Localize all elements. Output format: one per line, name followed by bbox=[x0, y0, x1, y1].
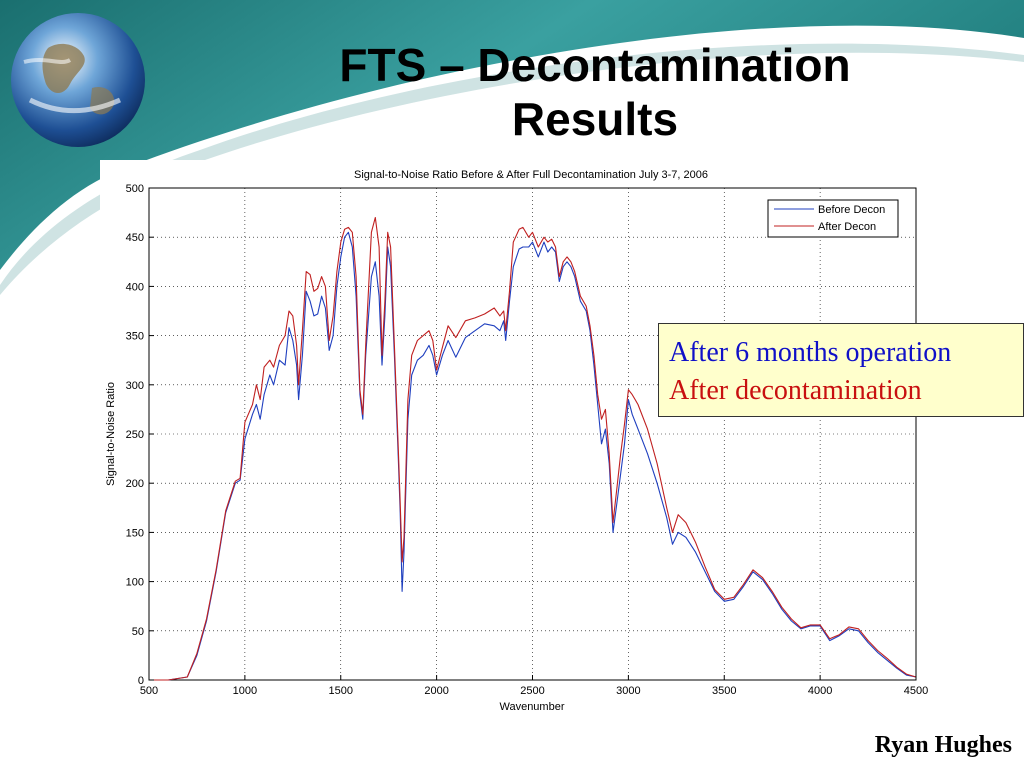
annotation-callout: After 6 months operation After decontami… bbox=[658, 323, 1024, 417]
y-tick-label: 500 bbox=[126, 183, 144, 195]
x-tick-label: 1000 bbox=[233, 685, 257, 697]
series-after-decon-line bbox=[149, 216, 917, 681]
snr-line-chart: Signal-to-Noise Ratio Before & After Ful… bbox=[100, 160, 930, 720]
x-axis-label: Wavenumber bbox=[499, 701, 564, 713]
y-tick-label: 100 bbox=[126, 577, 144, 589]
x-tick-label: 2000 bbox=[424, 685, 448, 697]
x-tick-label: 4500 bbox=[904, 685, 928, 697]
chart-background bbox=[100, 160, 930, 720]
series-layer bbox=[149, 216, 917, 681]
callout-line-after: After decontamination bbox=[669, 375, 922, 406]
legend-label-after: After Decon bbox=[818, 221, 876, 233]
x-tick-label: 3000 bbox=[616, 685, 640, 697]
y-tick-label: 350 bbox=[126, 331, 144, 343]
slide-title-line2: Results bbox=[511, 93, 679, 145]
y-tick-label: 400 bbox=[126, 281, 144, 293]
series-before-decon-line bbox=[149, 231, 917, 681]
y-tick-label: 300 bbox=[126, 380, 144, 392]
y-tick-label: 200 bbox=[126, 478, 144, 490]
x-tick-label: 500 bbox=[140, 685, 158, 697]
x-tick-label: 3500 bbox=[712, 685, 736, 697]
y-tick-label: 250 bbox=[126, 429, 144, 441]
y-tick-label: 450 bbox=[126, 232, 144, 244]
y-tick-label: 50 bbox=[132, 626, 144, 638]
x-tick-label: 4000 bbox=[808, 685, 832, 697]
author-name: Ryan Hughes bbox=[874, 732, 1012, 758]
legend-label-before: Before Decon bbox=[818, 204, 885, 216]
y-tick-label: 0 bbox=[138, 675, 144, 687]
earth-globe-icon bbox=[11, 13, 145, 147]
x-tick-label: 2500 bbox=[520, 685, 544, 697]
slide-title-line1: FTS – Decontamination bbox=[339, 39, 851, 91]
chart-title: Signal-to-Noise Ratio Before & After Ful… bbox=[354, 169, 708, 181]
legend-box bbox=[767, 199, 899, 238]
slide-title: FTS – Decontamination Results bbox=[200, 38, 990, 146]
y-tick-label: 150 bbox=[126, 527, 144, 539]
teal-swoosh bbox=[0, 0, 1024, 270]
x-tick-label: 1500 bbox=[329, 685, 353, 697]
callout-line-before: After 6 months operation bbox=[669, 337, 952, 368]
tick-layer: 500 1000 1500 2000 2500 3000 3500 4000 4500 0 50 10… bbox=[126, 183, 929, 697]
y-axis-label: Signal-to-Noise Ratio bbox=[105, 382, 117, 486]
chart-legend: Before Decon After Decon bbox=[767, 199, 899, 238]
